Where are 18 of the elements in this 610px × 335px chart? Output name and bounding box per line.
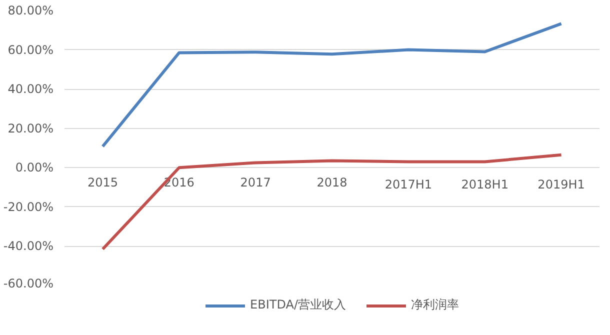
y-tick-label: -40.00% <box>3 239 54 254</box>
legend-label: 净利润率 <box>410 296 459 314</box>
x-tick-label: 2015 <box>87 176 118 190</box>
x-tick-label: 2018H1 <box>461 178 508 192</box>
y-tick-label: -20.00% <box>3 200 54 214</box>
x-tick-label: 2019H1 <box>538 178 585 192</box>
x-tick-label: 2018 <box>316 176 348 190</box>
y-tick-label: 80.00% <box>8 4 54 18</box>
y-tick-label: 0.00% <box>15 160 54 175</box>
x-tick-label: 2016 <box>164 176 194 190</box>
x-tick-label: 2017H1 <box>384 178 432 192</box>
y-tick-label: -60.00% <box>3 276 54 290</box>
y-tick-label: 20.00% <box>8 121 54 136</box>
y-tick-label: 60.00% <box>8 42 54 57</box>
y-tick-label: 40.00% <box>8 82 54 96</box>
x-tick-label: 2017 <box>240 176 271 190</box>
line-series <box>101 22 563 148</box>
legend-label: EBITDA/营业收入 <box>250 296 346 314</box>
